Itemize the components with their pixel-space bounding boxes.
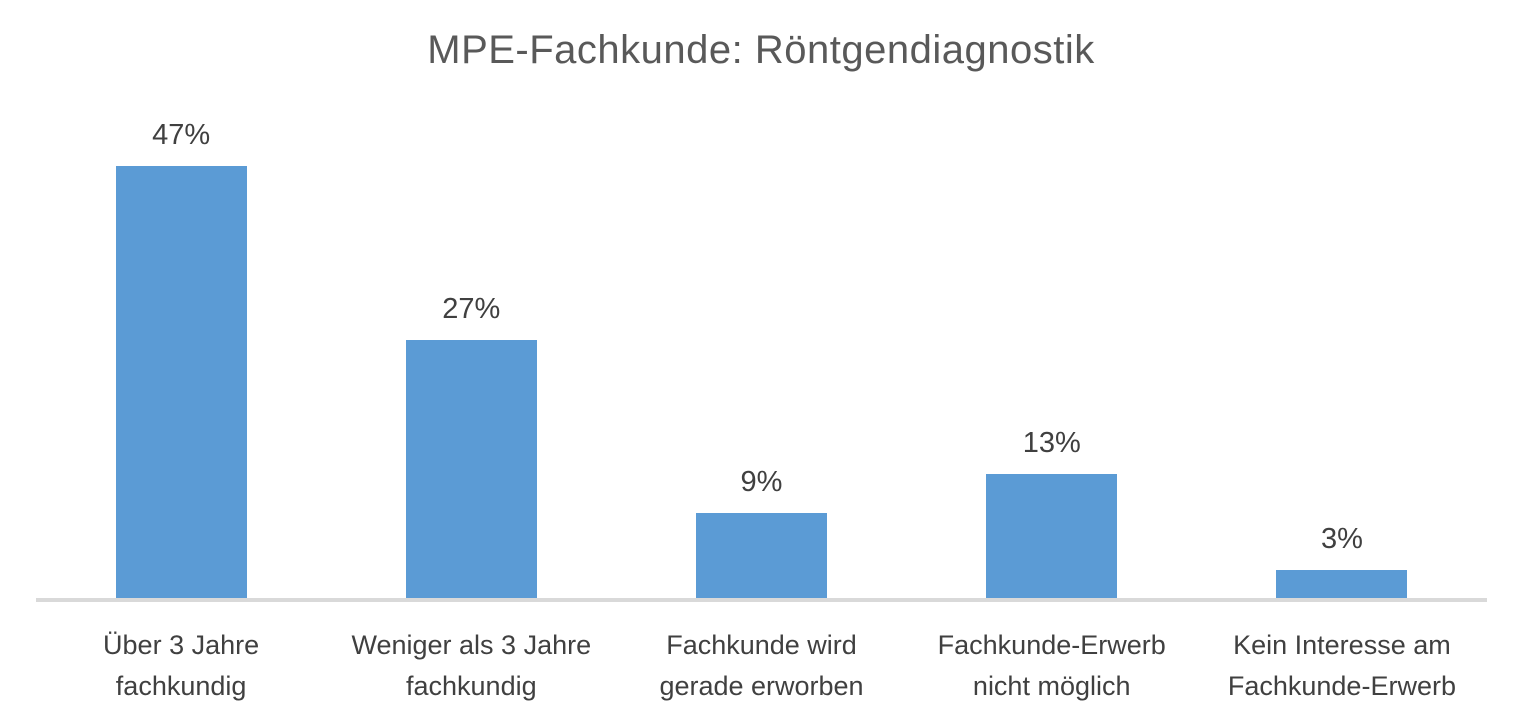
category-axis-labels: Über 3 Jahre fachkundig Weniger als 3 Jahr… (36, 625, 1487, 707)
bar (1276, 570, 1408, 599)
category-label-line: Fachkunde wird (666, 630, 857, 660)
data-label: 13% (1022, 427, 1081, 460)
category-label-line: fachkundig (115, 671, 247, 701)
bar-column: 27% (326, 119, 616, 599)
bars-row: 47% 27% 9% 13% 3% (36, 119, 1487, 599)
category-label-line: nicht möglich (972, 671, 1131, 701)
category-label: Fachkunde-Erwerb nicht möglich (907, 625, 1197, 707)
data-label: 3% (1320, 523, 1363, 556)
category-label: Fachkunde wird gerade erworben (616, 625, 906, 707)
bar (696, 512, 827, 599)
category-label: Kein Interesse am Fachkunde-Erwerb (1197, 625, 1487, 707)
x-axis-line (36, 598, 1487, 602)
data-label: 47% (152, 119, 211, 151)
category-label-line: fachkundig (406, 671, 537, 701)
bar-column: 3% (1197, 119, 1487, 599)
bar-column: 13% (907, 119, 1197, 599)
bar (405, 339, 537, 599)
category-label-line: gerade erworben (659, 671, 864, 701)
data-label: 9% (740, 465, 783, 498)
bar-column: 9% (616, 119, 906, 599)
category-label-line: Über 3 Jahre (103, 630, 260, 660)
category-label-line: Fachkunde-Erwerb (1227, 671, 1456, 701)
bar (115, 166, 247, 599)
bar-column: 47% (36, 119, 326, 599)
category-label-line: Fachkunde-Erwerb (937, 630, 1166, 660)
chart-title: MPE-Fachkunde: Röntgendiagnostik (427, 28, 1095, 72)
category-label: Weniger als 3 Jahre fachkundig (326, 625, 616, 707)
data-label: 27% (442, 292, 501, 325)
plot-area: 47% 27% 9% 13% 3% (36, 119, 1487, 602)
category-label: Über 3 Jahre fachkundig (36, 625, 326, 707)
category-label-line: Weniger als 3 Jahre (351, 630, 592, 660)
bar (986, 474, 1118, 599)
category-label-line: Kein Interesse am (1233, 630, 1451, 660)
